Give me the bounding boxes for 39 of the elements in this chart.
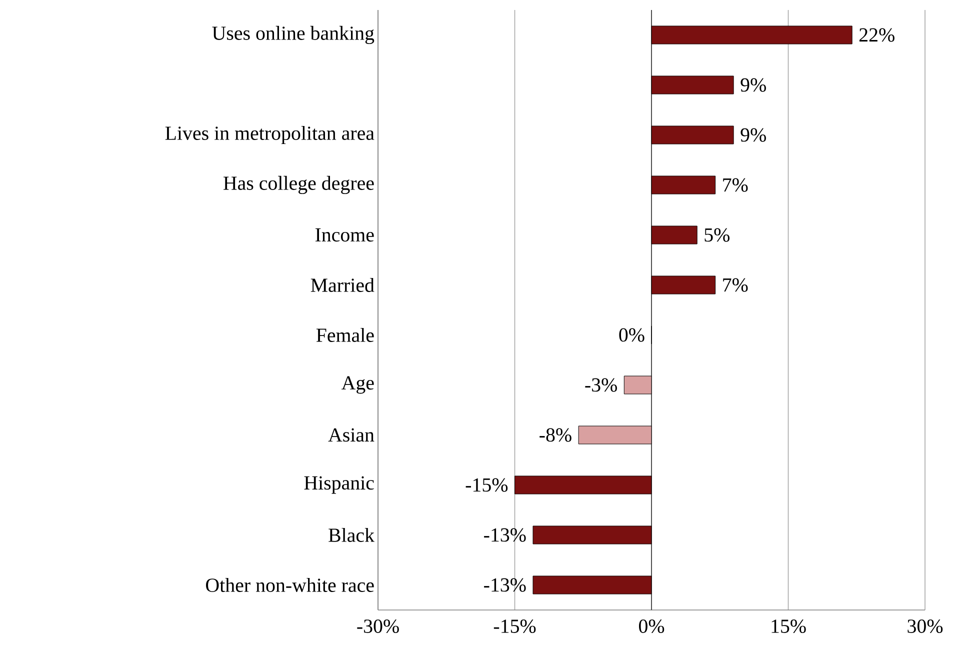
data-label: -15%: [466, 478, 508, 492]
x-tick-label: -30%: [357, 620, 399, 634]
bar: [532, 576, 652, 594]
x-tick-label: 15%: [772, 620, 806, 634]
y-tick-label: Other non-white race: [206, 578, 374, 592]
bar: [651, 26, 852, 44]
y-tick-label: Asian: [328, 428, 374, 442]
x-tick-label: 0%: [638, 620, 664, 634]
data-label: 22%: [859, 28, 894, 42]
data-label: -13%: [484, 528, 526, 542]
bar: [624, 376, 652, 394]
bar: [651, 76, 734, 94]
bar: [651, 126, 734, 144]
data-label: -13%: [484, 578, 526, 592]
y-tick-label: Black: [328, 528, 375, 542]
data-label: -3%: [585, 378, 617, 392]
data-label: 5%: [704, 228, 730, 242]
y-tick-label: Uses online banking: [212, 26, 374, 44]
bar: [651, 176, 716, 194]
data-label: 0%: [619, 328, 644, 342]
y-tick-label: Female: [316, 328, 374, 342]
y-tick-label: Has college degree: [223, 176, 374, 194]
bar: [651, 226, 698, 244]
data-label: 9%: [740, 78, 766, 92]
y-tick-label: Lives in metropolitan area: [165, 126, 374, 144]
y-tick-label: Age: [341, 376, 374, 394]
data-label: 7%: [723, 278, 748, 292]
y-tick-label: Married: [310, 278, 374, 292]
data-label: -8%: [540, 428, 572, 442]
data-label: 7%: [723, 178, 748, 192]
y-tick-label: Income: [315, 228, 374, 242]
x-tick-label: -15%: [494, 620, 536, 634]
bar: [514, 476, 652, 494]
bar: [651, 276, 716, 294]
data-label: 9%: [740, 128, 766, 142]
bar: [532, 526, 652, 544]
bar: [578, 426, 652, 444]
x-tick-label: 30%: [908, 620, 943, 634]
y-tick-label: Hispanic: [304, 476, 374, 494]
